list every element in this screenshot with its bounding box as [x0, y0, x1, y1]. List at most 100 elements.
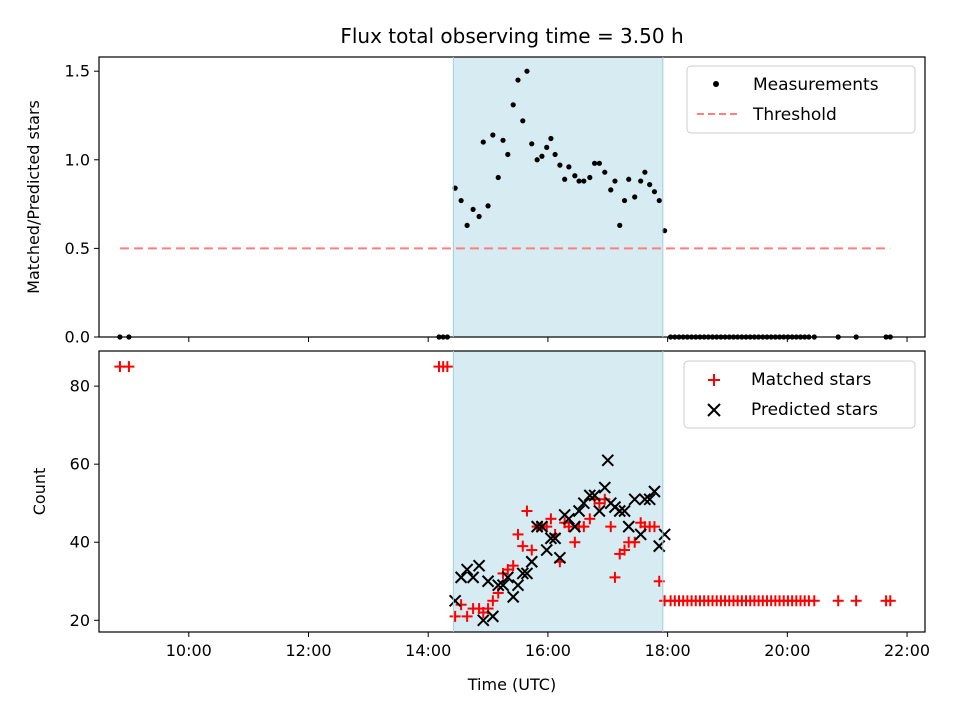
bot-x-tick-label: 20:00: [764, 641, 810, 660]
predicted-star-point: [658, 528, 671, 541]
legend-matched-marker: [708, 374, 720, 386]
predicted-star-point: [516, 567, 529, 580]
predicted-star-point: [506, 590, 520, 604]
predicted-star-point: [548, 532, 562, 545]
measurement-point: [524, 68, 530, 74]
matched-star-point: [569, 536, 581, 548]
matched-star-point: [578, 521, 590, 533]
predicted-star-point: [568, 520, 582, 533]
predicted-star-point: [496, 578, 510, 592]
bot-x-tick-label: 10:00: [166, 641, 212, 660]
top-y-tick-label: 1.5: [65, 62, 90, 81]
predicted-star-point: [588, 489, 601, 502]
measurement-point: [647, 181, 653, 188]
measurement-point: [621, 197, 628, 204]
matched-star-point: [487, 595, 499, 607]
measurement-point: [596, 160, 602, 166]
bot-y-tick-label: 20: [70, 611, 90, 630]
predicted-star-point: [466, 571, 480, 584]
measurement-point: [458, 197, 464, 204]
measurement-point: [617, 222, 623, 228]
predicted-star-point: [628, 493, 641, 506]
measurement-point: [485, 203, 491, 209]
measurement-point: [581, 178, 587, 184]
predicted-star-point: [454, 571, 468, 584]
matched-star-point: [609, 571, 621, 583]
matched-star-point: [449, 610, 461, 622]
legend-matched-label: Matched stars: [751, 370, 871, 390]
matched-star-point: [619, 544, 631, 556]
matched-star-point: [629, 536, 641, 548]
matched-star-point: [512, 528, 524, 540]
matched-star-point: [461, 610, 473, 622]
top-y-tick-label: 1.0: [65, 150, 90, 169]
bottom-shaded-region: [453, 351, 663, 632]
bottom-axes-frame: [98, 350, 926, 633]
predicted-star-point: [593, 504, 606, 518]
measurement-point: [552, 151, 558, 158]
measurement-point: [529, 141, 535, 147]
matched-star-point: [563, 521, 575, 533]
bottom-legend-box: [683, 360, 916, 429]
predicted-star-point: [520, 567, 534, 580]
bottom-legend: Matched stars Predicted stars: [683, 360, 916, 429]
predicted-star-point: [583, 489, 597, 502]
measurement-point: [476, 213, 482, 220]
matched-star-point: [123, 361, 135, 373]
predicted-star-point: [562, 512, 576, 526]
matched-star-point: [441, 361, 453, 373]
predicted-star-point: [525, 555, 538, 568]
matched-star-point: [545, 513, 557, 525]
measurement-point: [470, 206, 476, 213]
measurement-point: [587, 174, 593, 181]
top-shaded-region: [453, 57, 663, 337]
measurement-point: [632, 194, 638, 200]
predicted-star-point: [501, 571, 515, 584]
measurement-point: [642, 169, 648, 175]
top-y-tick-label: 0.0: [65, 328, 90, 347]
matched-star-point: [884, 595, 896, 607]
bottom-panel: 20 40 60 80 10:00 12:00 14:00 16:00 18:00 20:00 2…: [30, 350, 930, 694]
measurement-point: [534, 157, 540, 163]
measurement-point: [572, 173, 578, 179]
predicted-star-point: [618, 504, 631, 518]
predicted-star-point: [511, 578, 525, 592]
bot-x-tick-label: 12:00: [285, 641, 331, 660]
top-panel: 0.0 0.5 1.0 1.5 Matched/Predicted stars Mea…: [24, 56, 926, 347]
matched-star-point: [599, 493, 611, 505]
predicted-star-point: [530, 520, 544, 533]
measurement-point: [562, 176, 568, 182]
predicted-star-point: [448, 594, 462, 607]
predicted-star-point: [460, 563, 474, 576]
matched-star-point: [850, 595, 862, 607]
measurement-point: [500, 137, 506, 143]
matched-star-point: [584, 513, 596, 525]
predicted-star-point: [638, 493, 652, 506]
measurement-point: [592, 160, 598, 166]
predicted-star-point: [486, 610, 500, 623]
top-y-tick-label: 0.5: [65, 239, 90, 258]
predicted-star-point: [577, 497, 591, 510]
measurement-point: [557, 162, 563, 168]
measurement-point: [510, 102, 516, 108]
measurement-point: [626, 176, 632, 182]
legend-predicted-marker: [707, 403, 721, 417]
measurement-point: [651, 189, 658, 195]
predicted-star-point: [622, 520, 635, 533]
measurement-point: [515, 77, 521, 83]
predicted-star-point: [477, 614, 490, 627]
predicted-star-point: [601, 454, 614, 467]
top-legend-box: [686, 65, 916, 134]
chart-title: Flux total observing time = 3.50 h: [340, 24, 683, 48]
matched-star-point: [517, 540, 529, 552]
matched-star-point: [832, 595, 844, 607]
bot-x-tick-label: 16:00: [525, 641, 571, 660]
bot-y-tick-label: 40: [70, 533, 90, 552]
matched-star-point: [521, 505, 533, 517]
legend-measurements-marker: [713, 81, 719, 87]
matched-star-point: [507, 560, 519, 572]
bot-y-tick-label: 60: [70, 455, 90, 474]
predicted-star-point: [492, 578, 505, 592]
bot-x-tick-label: 18:00: [645, 641, 691, 660]
